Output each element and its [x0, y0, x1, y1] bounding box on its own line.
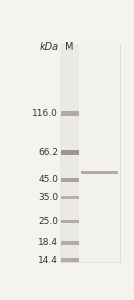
Bar — [61, 111, 79, 116]
Bar — [61, 178, 79, 182]
Bar — [60, 44, 79, 262]
Text: 45.0: 45.0 — [38, 176, 58, 184]
Bar — [60, 44, 120, 262]
Text: kDa: kDa — [39, 42, 58, 52]
Text: 25.0: 25.0 — [38, 217, 58, 226]
Bar — [61, 150, 79, 155]
Bar — [61, 196, 79, 200]
Bar — [81, 171, 118, 174]
Text: 14.4: 14.4 — [38, 256, 58, 265]
Text: 66.2: 66.2 — [38, 148, 58, 157]
Text: 18.4: 18.4 — [38, 238, 58, 247]
Text: 35.0: 35.0 — [38, 193, 58, 202]
Text: 116.0: 116.0 — [32, 109, 58, 118]
Bar — [61, 220, 79, 223]
Bar — [61, 259, 79, 262]
Bar — [61, 241, 79, 244]
Bar — [79, 44, 120, 262]
Text: M: M — [66, 42, 74, 52]
